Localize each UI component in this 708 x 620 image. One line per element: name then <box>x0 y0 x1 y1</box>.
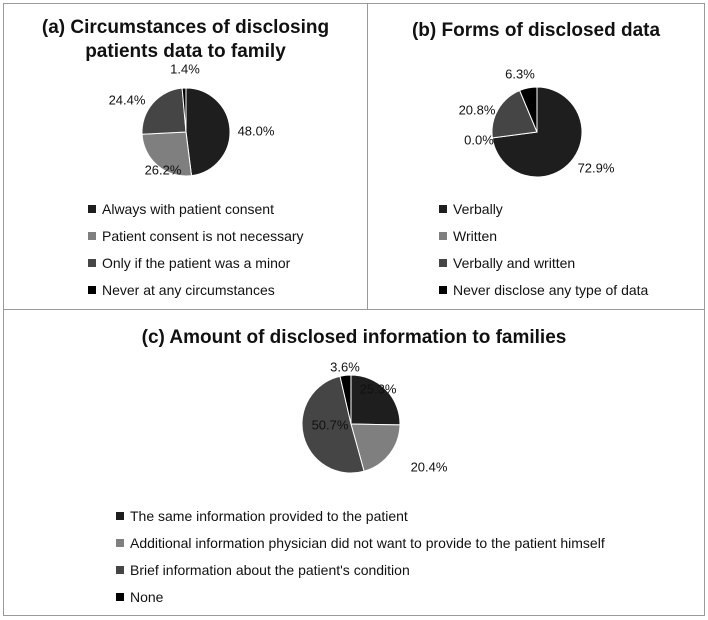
chart-title-line1: (b) Forms of disclosed data <box>411 20 661 41</box>
data-label: 20.4% <box>411 459 448 474</box>
pie-slice <box>181 87 187 133</box>
data-label: 6.3% <box>505 66 535 81</box>
chart-panel-a: (a) Circumstances of disclosing patients… <box>3 3 368 310</box>
legend-swatch <box>439 204 447 213</box>
pie-slice <box>350 374 401 426</box>
pie-slice <box>185 87 231 177</box>
legend-item: Written <box>439 222 648 249</box>
legend-swatch <box>439 231 447 240</box>
legend-label: Only if the patient was a minor <box>102 254 291 271</box>
data-label: 20.8% <box>459 102 496 117</box>
legend: The same information provided to the pat… <box>116 502 605 610</box>
data-label: 26.2% <box>145 162 182 177</box>
legend-item: Verbally and written <box>439 249 648 276</box>
legend-label: None <box>130 588 164 605</box>
chart-panel-b: (b) Forms of disclosed data 72.9% 0.0% 20.… <box>367 3 705 310</box>
legend-swatch <box>116 565 124 574</box>
legend-label: Additional information physician did not… <box>130 534 605 551</box>
legend-item: Patient consent is not necessary <box>88 222 304 249</box>
legend-item: Always with patient consent <box>88 195 304 222</box>
legend-label: Always with patient consent <box>102 200 274 217</box>
legend-swatch <box>88 204 96 213</box>
data-label: 1.4% <box>170 61 200 76</box>
legend-item: Only if the patient was a minor <box>88 249 304 276</box>
legend-swatch <box>88 231 96 240</box>
chart-title-line1: (c) Amount of disclosed information to f… <box>141 327 567 348</box>
legend-swatch <box>116 511 124 520</box>
pie-chart: 48.0% 26.2% 24.4% 1.4% <box>109 61 275 177</box>
data-label: 0.0% <box>464 132 494 147</box>
legend-swatch <box>88 258 96 267</box>
chart-title-line2: patients data to family <box>85 41 286 62</box>
legend-item: Brief information about the patient's co… <box>116 556 605 583</box>
legend: Verbally Written Verbally and written Never… <box>439 195 648 303</box>
legend-label: Never disclose any type of data <box>453 281 649 298</box>
pie-slice <box>141 131 193 177</box>
legend-swatch <box>439 285 447 294</box>
legend-item: Never disclose any type of data <box>439 276 648 303</box>
data-label: 72.9% <box>578 160 615 175</box>
legend-label: The same information provided to the pat… <box>130 507 408 524</box>
legend-label: Verbally <box>453 200 503 217</box>
legend-swatch <box>116 592 124 601</box>
pie-slice <box>491 89 538 139</box>
legend-swatch <box>116 538 124 547</box>
pie-chart: 25.3% 20.4% 50.7% 3.6% <box>301 359 448 474</box>
data-label: 50.7% <box>312 417 349 432</box>
data-label: 25.3% <box>360 381 397 396</box>
legend: Always with patient consent Patient conse… <box>88 195 304 303</box>
chart-title-line1: (a) Circumstances of disclosing <box>41 17 330 38</box>
pie-slice <box>518 86 538 133</box>
legend-label: Brief information about the patient's co… <box>130 561 410 578</box>
legend-label: Never at any circumstances <box>102 281 275 298</box>
legend-item: Additional information physician did not… <box>116 529 605 556</box>
pie-slice <box>301 375 365 474</box>
pie-slice <box>339 374 352 425</box>
legend-item: Never at any circumstances <box>88 276 304 303</box>
legend-label: Written <box>453 227 498 244</box>
chart-title: (b) Forms of disclosed data <box>368 19 704 43</box>
legend-swatch <box>88 285 96 294</box>
legend-item: Verbally <box>439 195 648 222</box>
legend-swatch <box>439 258 447 267</box>
chart-panel-c: (c) Amount of disclosed information to f… <box>3 309 705 616</box>
data-label: 24.4% <box>109 92 146 107</box>
legend-label: Verbally and written <box>453 254 576 271</box>
legend-item: The same information provided to the pat… <box>116 502 605 529</box>
pie-slice <box>350 423 401 472</box>
pie-chart: 72.9% 0.0% 20.8% 6.3% <box>459 66 615 178</box>
legend-item: None <box>116 583 605 610</box>
data-label: 48.0% <box>238 123 275 138</box>
chart-title: (c) Amount of disclosed information to f… <box>4 326 704 350</box>
chart-title: (a) Circumstances of disclosing patients… <box>4 16 367 64</box>
data-label: 3.6% <box>330 359 360 374</box>
legend-label: Patient consent is not necessary <box>102 227 304 244</box>
pie-slice <box>141 87 187 135</box>
